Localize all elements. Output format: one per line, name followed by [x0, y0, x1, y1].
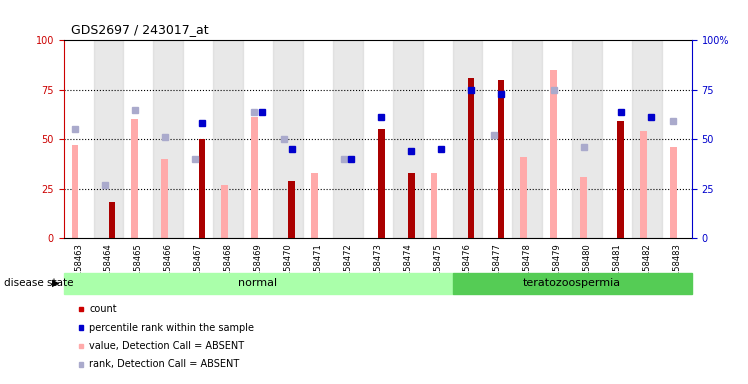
Bar [198, 139, 205, 238]
Text: count: count [89, 304, 117, 314]
Bar [551, 70, 557, 238]
Bar [617, 121, 624, 238]
Bar [162, 159, 168, 238]
Text: disease state: disease state [4, 278, 73, 288]
Text: GDS2697 / 243017_at: GDS2697 / 243017_at [71, 23, 209, 36]
Bar [94, 40, 123, 238]
Bar [512, 40, 542, 238]
Text: rank, Detection Call = ABSENT: rank, Detection Call = ABSENT [89, 359, 239, 369]
Bar [213, 40, 243, 238]
Bar [640, 131, 647, 238]
Bar [670, 147, 677, 238]
Bar [221, 185, 228, 238]
Text: value, Detection Call = ABSENT: value, Detection Call = ABSENT [89, 341, 245, 351]
Bar [64, 273, 453, 294]
Bar [393, 40, 423, 238]
Bar [572, 40, 602, 238]
Bar [333, 40, 363, 238]
Text: teratozoospermia: teratozoospermia [523, 278, 622, 288]
Bar [132, 119, 138, 238]
Bar [580, 177, 587, 238]
Bar [408, 173, 414, 238]
Bar [311, 173, 318, 238]
Bar [251, 118, 258, 238]
Bar [288, 181, 295, 238]
Text: ▶: ▶ [52, 278, 60, 288]
Text: normal: normal [239, 278, 278, 288]
Bar [632, 40, 662, 238]
Bar [153, 40, 183, 238]
Bar [453, 273, 692, 294]
Text: percentile rank within the sample: percentile rank within the sample [89, 323, 254, 333]
Bar [431, 173, 438, 238]
Bar [273, 40, 303, 238]
Bar [72, 145, 79, 238]
Bar [497, 80, 504, 238]
Bar [108, 202, 115, 238]
Bar [378, 129, 384, 238]
Bar [453, 40, 482, 238]
Bar [468, 78, 474, 238]
Bar [521, 157, 527, 238]
